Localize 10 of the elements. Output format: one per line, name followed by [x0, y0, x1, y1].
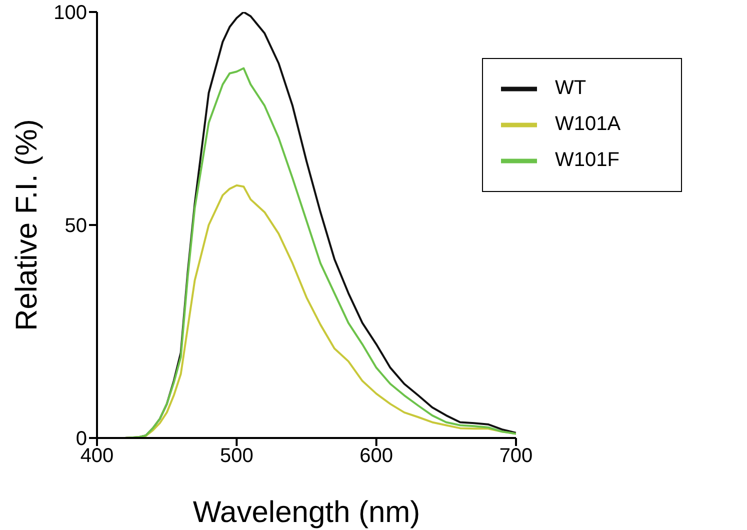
x-axis-title: Wavelength (nm)	[192, 496, 420, 529]
y-axis-title: Relative F.I. (%)	[10, 119, 44, 331]
legend-label: W101F	[555, 149, 620, 172]
x-tick-label: 700	[499, 445, 533, 468]
y-tick-label: 50	[64, 215, 87, 238]
x-tick-label: 600	[360, 445, 394, 468]
legend-label: WT	[555, 77, 586, 100]
x-tick-label: 500	[220, 445, 254, 468]
legend-label: W101A	[555, 113, 621, 136]
y-tick-label: 100	[54, 2, 87, 24]
